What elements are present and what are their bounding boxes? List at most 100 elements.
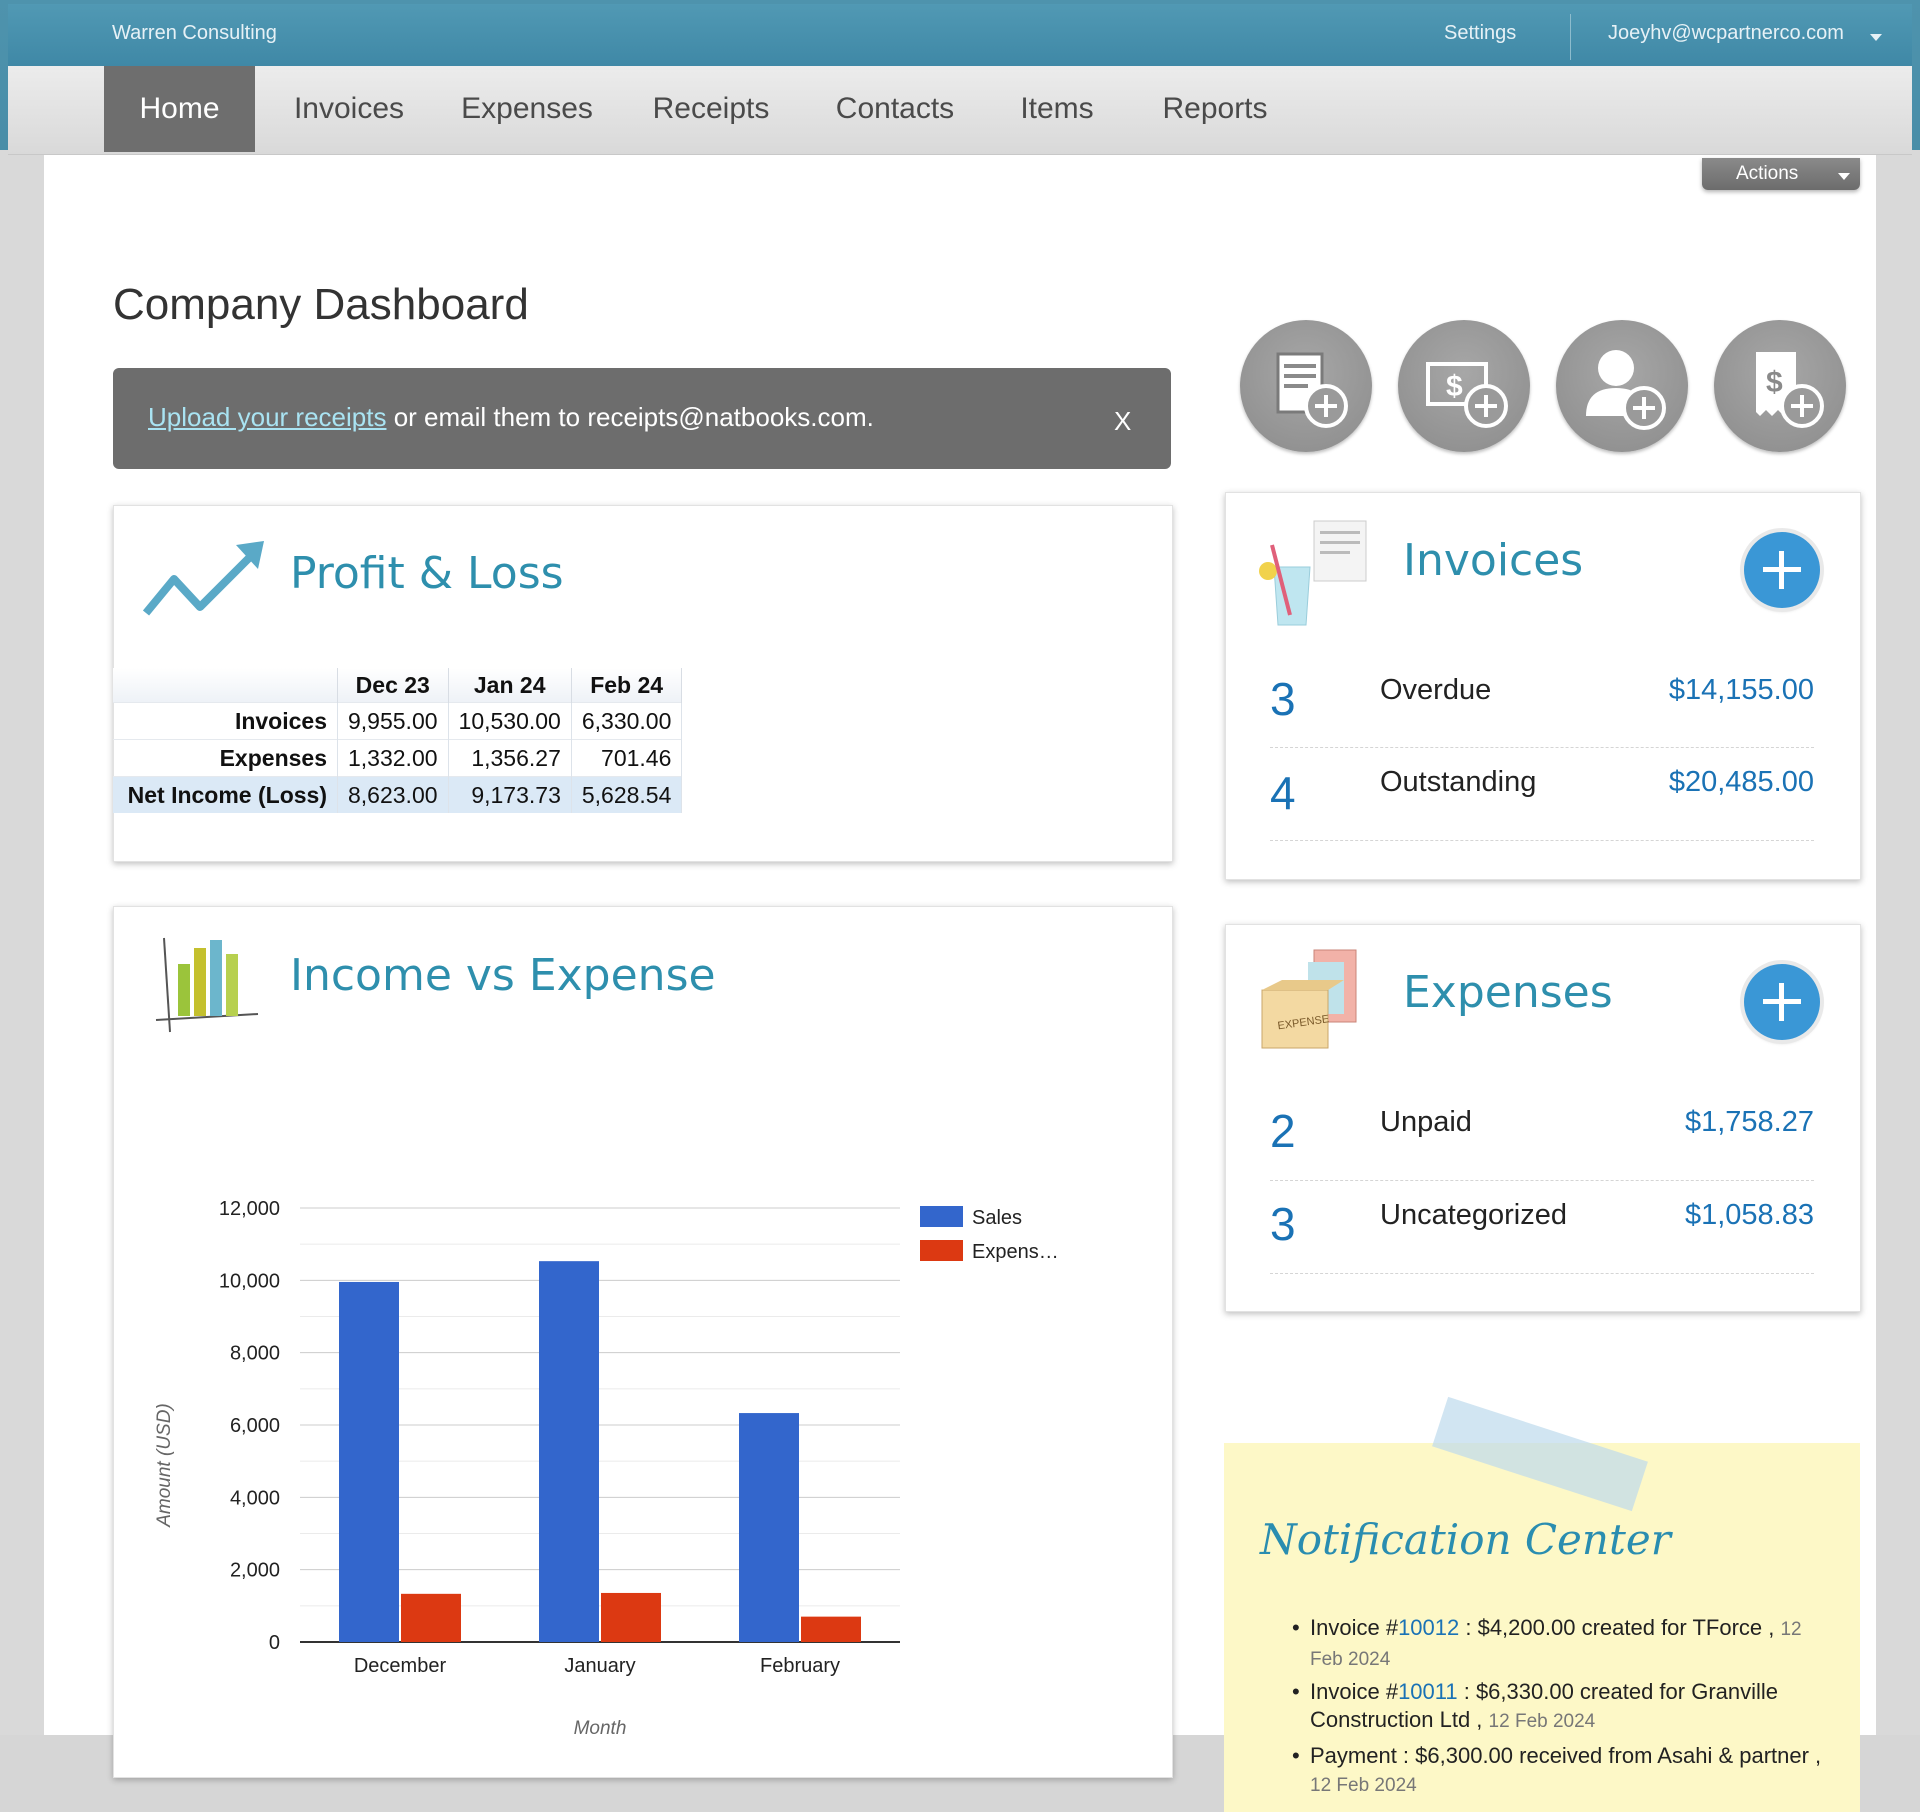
nav-contacts[interactable]: Contacts xyxy=(835,92,955,125)
header-divider xyxy=(1570,14,1571,60)
y-tick-label: 6,000 xyxy=(230,1415,280,1437)
table-cell: 1,332.00 xyxy=(337,739,449,777)
table-row: Invoices 9,955.00 10,530.00 6,330.00 xyxy=(113,702,683,740)
expense-box-icon: EXPENSE xyxy=(1261,949,1357,1049)
close-icon[interactable]: X xyxy=(1114,406,1132,436)
row-divider xyxy=(1270,1273,1814,1274)
uncategorized-count[interactable]: 3 xyxy=(1270,1198,1296,1250)
table-cell: 9,173.73 xyxy=(448,776,572,813)
nav-reports[interactable]: Reports xyxy=(1162,92,1268,125)
y-tick-label: 8,000 xyxy=(230,1343,280,1365)
nav-expenses[interactable]: Expenses xyxy=(461,92,593,125)
right-margin xyxy=(1876,150,1920,1812)
outstanding-amount[interactable]: $20,485.00 xyxy=(1668,766,1814,798)
income-expense-chart: 0 2,000 4,000 6,000 8,000 10,000 12,000 Decembe… xyxy=(154,1198,1059,1739)
row-label: Invoices xyxy=(113,702,338,740)
trend-up-icon xyxy=(142,541,264,616)
y-tick-label: 0 xyxy=(269,1632,280,1654)
account-menu[interactable]: Joeyhv@wcpartnerco.com xyxy=(1608,22,1844,44)
expenses-panel-title: Expenses xyxy=(1403,967,1613,1018)
actions-dropdown[interactable]: Actions xyxy=(1702,158,1860,190)
invoice-link[interactable]: 10011 xyxy=(1398,1679,1458,1704)
new-receipt-icon[interactable]: $ xyxy=(1714,320,1846,452)
unpaid-label[interactable]: Unpaid xyxy=(1380,1106,1472,1138)
unpaid-amount[interactable]: $1,758.27 xyxy=(1684,1106,1814,1138)
y-tick-label: 4,000 xyxy=(230,1487,280,1509)
new-invoice-icon[interactable] xyxy=(1240,320,1372,452)
nav-home[interactable]: Home xyxy=(104,66,255,152)
page-title: Company Dashboard xyxy=(113,280,529,329)
chart-bar xyxy=(801,1616,861,1642)
unpaid-count[interactable]: 2 xyxy=(1270,1105,1296,1157)
invoice-illustration-icon xyxy=(1259,520,1367,626)
chart-bar xyxy=(601,1592,661,1642)
table-cell: 5,628.54 xyxy=(571,776,683,813)
chart-bar xyxy=(539,1261,599,1642)
chevron-down-icon xyxy=(1838,173,1850,180)
table-cell: 1,356.27 xyxy=(448,739,572,777)
legend-label: Expens… xyxy=(972,1241,1059,1263)
row-divider xyxy=(1270,840,1814,841)
y-tick-label: 2,000 xyxy=(230,1560,280,1582)
top-header: Warren Consulting Settings Joeyhv@wcpart… xyxy=(8,4,1912,66)
svg-text:$: $ xyxy=(1446,370,1463,403)
table-header-row: Dec 23 Jan 24 Feb 24 xyxy=(113,668,683,703)
notification-prefix: Invoice # xyxy=(1310,1679,1399,1704)
chevron-down-icon[interactable] xyxy=(1870,34,1882,41)
y-axis-title: Amount (USD) xyxy=(154,1403,175,1528)
profit-loss-title: Profit & Loss xyxy=(290,548,564,599)
overdue-amount[interactable]: $14,155.00 xyxy=(1668,674,1814,706)
column-header: Jan 24 xyxy=(448,668,572,703)
invoice-link[interactable]: 10012 xyxy=(1398,1615,1460,1640)
notification-prefix: Invoice # xyxy=(1310,1615,1399,1640)
y-tick-label: 10,000 xyxy=(219,1270,280,1292)
table-cell: 8,623.00 xyxy=(337,776,449,813)
overdue-count[interactable]: 3 xyxy=(1270,673,1296,725)
notification-text: : $4,200.00 created for TForce , xyxy=(1459,1615,1781,1640)
outstanding-count[interactable]: 4 xyxy=(1270,767,1296,819)
banner-text: Upload your receipts or email them to re… xyxy=(148,402,874,433)
notification-text: Payment : $6,300.00 received from Asahi … xyxy=(1310,1743,1822,1768)
column-header: Dec 23 xyxy=(337,668,449,703)
notification-date: 12 Feb 2024 xyxy=(1310,1619,1802,1670)
new-contact-icon[interactable] xyxy=(1556,320,1688,452)
banner-rest: or email them to receipts@natbooks.com. xyxy=(386,402,874,432)
table-cell: 701.46 xyxy=(571,739,683,777)
x-tick-label: January xyxy=(564,1655,635,1677)
x-axis-title: Month xyxy=(574,1718,627,1739)
row-label: Expenses xyxy=(113,739,338,777)
legend-swatch xyxy=(920,1240,963,1261)
notification-date: 12 Feb 2024 xyxy=(1310,1775,1417,1796)
profit-loss-table: Dec 23 Jan 24 Feb 24 Invoices 9,955.00 1… xyxy=(113,668,683,813)
legend-label: Sales xyxy=(972,1207,1022,1229)
nav-invoices[interactable]: Invoices xyxy=(293,92,405,125)
row-label: Net Income (Loss) xyxy=(113,776,338,813)
table-cell: 10,530.00 xyxy=(448,702,572,740)
add-invoice-button[interactable] xyxy=(1744,532,1820,608)
column-header: Feb 24 xyxy=(571,668,683,703)
x-tick-label: February xyxy=(760,1655,840,1677)
company-name: Warren Consulting xyxy=(112,22,277,44)
nav-receipts[interactable]: Receipts xyxy=(652,92,770,125)
income-expense-title: Income vs Expense xyxy=(290,950,716,1001)
overdue-label[interactable]: Overdue xyxy=(1380,674,1492,706)
add-expense-button[interactable] xyxy=(1744,964,1820,1040)
new-expense-icon[interactable]: $ xyxy=(1398,320,1530,452)
settings-link[interactable]: Settings xyxy=(1444,22,1517,44)
chart-bar xyxy=(339,1281,399,1642)
invoices-panel-title: Invoices xyxy=(1403,535,1584,586)
uncategorized-amount[interactable]: $1,058.83 xyxy=(1684,1199,1814,1231)
chart-bar xyxy=(401,1593,461,1642)
table-row: Expenses 1,332.00 1,356.27 701.46 xyxy=(113,739,683,777)
legend-swatch xyxy=(920,1206,963,1227)
uncategorized-label[interactable]: Uncategorized xyxy=(1380,1199,1567,1231)
upload-receipts-link[interactable]: Upload your receipts xyxy=(148,402,387,432)
nav-items[interactable]: Items xyxy=(1020,92,1094,125)
row-divider xyxy=(1270,1180,1814,1181)
table-cell: 9,955.00 xyxy=(337,702,449,740)
x-tick-label: December xyxy=(354,1655,447,1677)
notification-item: Invoice #10012 : $4,200.00 created for T… xyxy=(1292,1614,1830,1674)
bar-chart-icon xyxy=(155,937,259,1033)
outstanding-label[interactable]: Outstanding xyxy=(1380,766,1537,798)
notification-item: Invoice #10011 : $6,330.00 created for G… xyxy=(1292,1678,1830,1736)
